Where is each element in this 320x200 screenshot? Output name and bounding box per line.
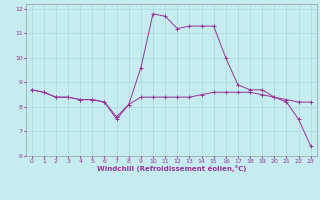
X-axis label: Windchill (Refroidissement éolien,°C): Windchill (Refroidissement éolien,°C) bbox=[97, 165, 246, 172]
